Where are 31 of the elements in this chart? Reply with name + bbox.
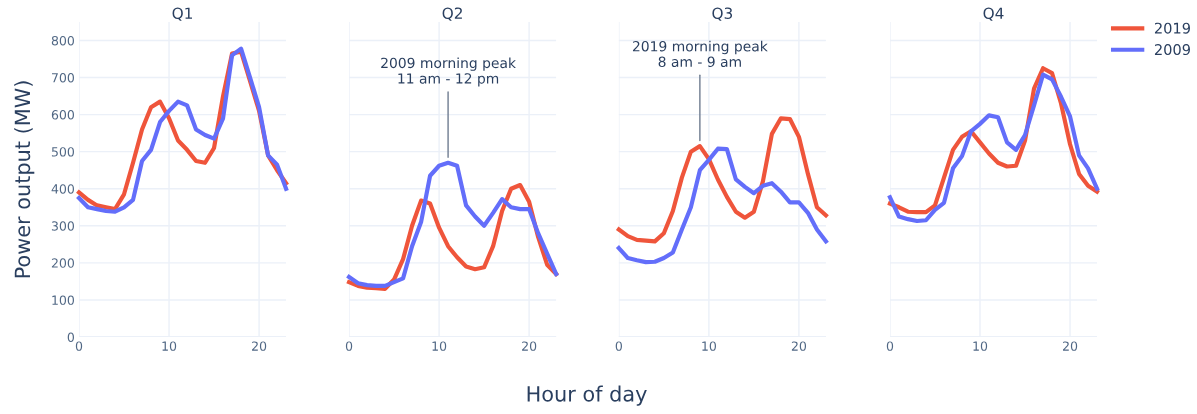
x-tick-label: 10 — [162, 341, 177, 351]
x-axis-title: Hour of day — [527, 385, 647, 406]
y-tick-label: 500 — [51, 147, 74, 157]
x-tick-label: 0 — [615, 341, 622, 351]
y-tick-label: 600 — [51, 110, 74, 120]
x-tick-label: 0 — [75, 341, 83, 351]
y-tick-label: 800 — [51, 35, 74, 46]
chart-title: Q4 — [983, 7, 1004, 21]
legend-label: 2009 — [1154, 44, 1190, 56]
x-tick-label: 10 — [702, 341, 717, 351]
y-tick-label: 200 — [51, 258, 74, 268]
x-tick-label: 0 — [345, 341, 353, 351]
y-tick-label: 100 — [52, 295, 74, 305]
x-tick-label: 10 — [973, 341, 988, 351]
x-tick-label: 10 — [432, 341, 447, 351]
annotation: 2019 morning peak 8 am - 9 am — [632, 40, 768, 68]
y-tick-label: 400 — [51, 184, 74, 194]
y-axis-title: Power output (MW) — [14, 81, 35, 278]
x-tick-label: 20 — [252, 341, 267, 351]
annotation: 2009 morning peak 11 am - 12 pm — [381, 57, 516, 87]
y-tick-label: 700 — [52, 73, 74, 83]
x-tick-label: 20 — [791, 341, 807, 351]
chart-title: Q1 — [172, 7, 192, 21]
legend-label: 2019 — [1154, 22, 1190, 34]
y-tick-label: 0 — [67, 332, 75, 342]
x-tick-label: 0 — [886, 341, 894, 351]
x-tick-label: 20 — [1063, 341, 1078, 351]
chart-title: Q2 — [442, 7, 462, 21]
chart-title: Q3 — [712, 7, 733, 21]
x-tick-label: 20 — [522, 341, 537, 351]
y-tick-label: 300 — [51, 221, 74, 231]
